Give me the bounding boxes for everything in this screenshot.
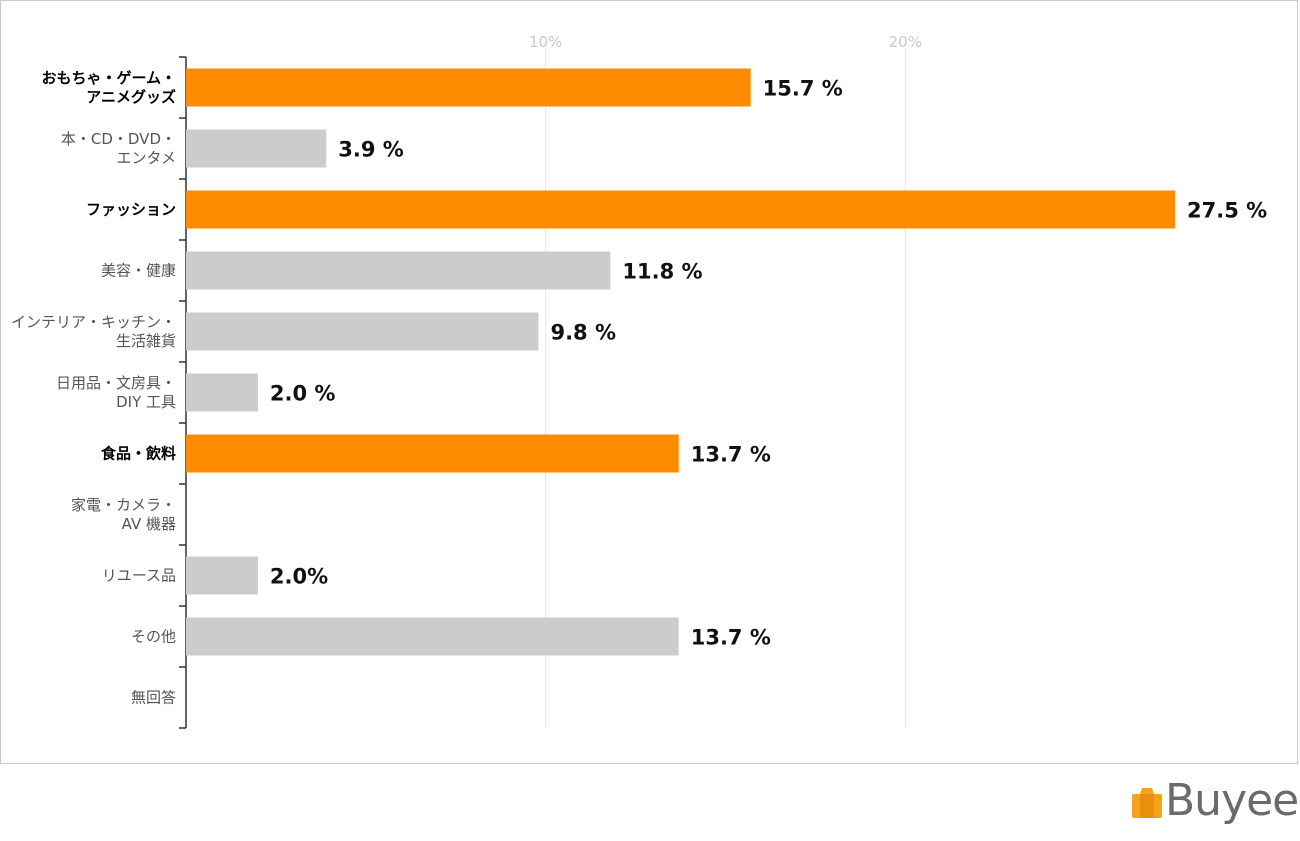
value-label-3: 11.8 % xyxy=(622,260,702,284)
bar-3 xyxy=(186,251,611,290)
category-label-line: リユース品 xyxy=(102,567,176,585)
category-label-7: 家電・カメラ・ AV 機器 xyxy=(71,496,176,533)
category-label-line: 無回答 xyxy=(131,689,176,707)
category-label-line: おもちゃ・ゲーム・ xyxy=(41,69,176,87)
value-label-9: 13.7 % xyxy=(691,626,771,650)
value-label-4: 9.8 % xyxy=(550,321,616,345)
category-label-2: ファッション xyxy=(86,201,176,219)
bar-2 xyxy=(186,190,1176,229)
x-tick-label-1: 20% xyxy=(889,33,922,51)
value-label-6: 13.7 % xyxy=(691,443,771,467)
category-label-10: 無回答 xyxy=(131,689,176,707)
value-label-2: 27.5 % xyxy=(1187,199,1267,223)
x-tick-label-0: 10% xyxy=(529,33,562,51)
category-label-1: 本・CD・DVD・エンタメ xyxy=(61,130,176,167)
category-label-line: その他 xyxy=(131,628,176,646)
category-label-line: 食品・飲料 xyxy=(101,445,176,463)
bar-1 xyxy=(186,129,327,168)
category-label-5: 日用品・文房具・ DIY 工具 xyxy=(56,374,176,411)
category-label-line: エンタメ xyxy=(116,149,176,167)
category-label-9: その他 xyxy=(131,628,176,646)
value-label-0: 15.7 % xyxy=(763,77,843,101)
category-label-4: インテリア・キッチン・生活雑貨 xyxy=(11,313,176,350)
bar-8 xyxy=(186,556,258,595)
category-label-0: おもちゃ・ゲーム・アニメグッズ xyxy=(41,69,176,106)
value-label-8: 2.0% xyxy=(270,565,328,589)
category-label-line: AV 機器 xyxy=(122,515,176,533)
bar-5 xyxy=(186,373,258,412)
logo-text: Buyee xyxy=(1165,775,1299,826)
category-label-8: リユース品 xyxy=(102,567,176,585)
category-label-line: DIY 工具 xyxy=(116,393,176,411)
bar-chart: 10% 20% おもちゃ・ゲーム・アニメグッズ 15.7 % 本・CD・DVD・エンタメ… xyxy=(11,33,1267,729)
box-logo-icon xyxy=(1132,788,1162,818)
category-label-6: 食品・飲料 xyxy=(101,445,176,463)
category-label-line: 日用品・文房具・ xyxy=(56,374,176,392)
category-label-3: 美容・健康 xyxy=(101,262,176,280)
buyee-logo: Buyee xyxy=(1130,775,1299,828)
category-label-line: 家電・カメラ・ xyxy=(71,496,176,514)
bar-6 xyxy=(186,434,679,473)
category-label-line: アニメグッズ xyxy=(86,88,176,106)
category-label-line: 美容・健康 xyxy=(101,262,176,280)
bar-0 xyxy=(186,68,751,107)
category-label-line: 本・CD・DVD・ xyxy=(61,130,176,148)
category-label-line: ファッション xyxy=(86,201,176,219)
bar-9 xyxy=(186,617,679,656)
category-label-line: 生活雑貨 xyxy=(116,332,176,350)
category-label-line: インテリア・キッチン・ xyxy=(11,313,176,331)
value-label-1: 3.9 % xyxy=(338,138,404,162)
bar-4 xyxy=(186,312,539,351)
value-label-5: 2.0 % xyxy=(270,382,336,406)
